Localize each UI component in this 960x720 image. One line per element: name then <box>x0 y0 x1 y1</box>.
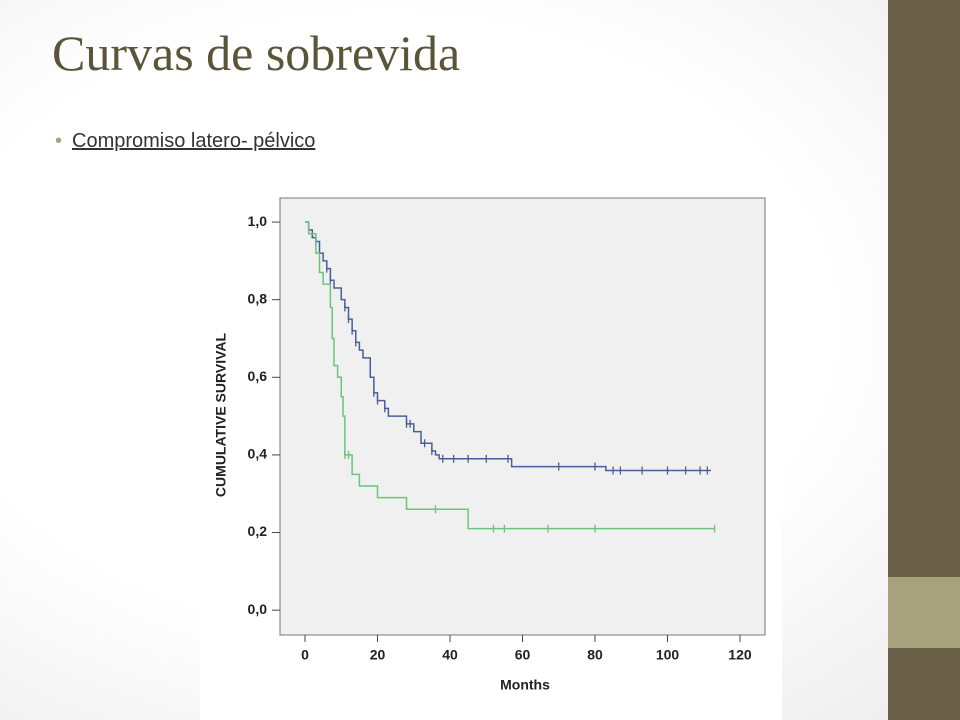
y-tick-label: 0,6 <box>248 368 268 384</box>
y-tick-label: 0,0 <box>248 601 268 617</box>
x-tick-label: 120 <box>728 647 752 663</box>
y-tick-label: 0,4 <box>248 446 268 462</box>
x-axis-label: Months <box>500 677 550 693</box>
bullet: • Compromiso latero- pélvico <box>55 130 316 152</box>
sidebar-band <box>888 577 960 648</box>
bullet-text: Compromiso latero- pélvico <box>72 130 316 152</box>
x-tick-label: 0 <box>301 647 309 663</box>
y-axis-label: CUMULATIVE SURVIVAL <box>213 332 229 497</box>
x-tick-label: 60 <box>515 647 531 663</box>
slide-title: Curvas de sobrevida <box>52 25 461 81</box>
x-tick-label: 80 <box>587 647 603 663</box>
plot-area <box>279 197 766 636</box>
y-tick-label: 1,0 <box>248 213 268 229</box>
y-tick-label: 0,8 <box>248 290 268 306</box>
x-tick-label: 40 <box>442 647 458 663</box>
y-tick-label: 0,2 <box>248 523 268 539</box>
x-tick-label: 100 <box>656 647 680 663</box>
x-tick-label: 20 <box>370 647 386 663</box>
survival-curve <box>305 221 715 530</box>
